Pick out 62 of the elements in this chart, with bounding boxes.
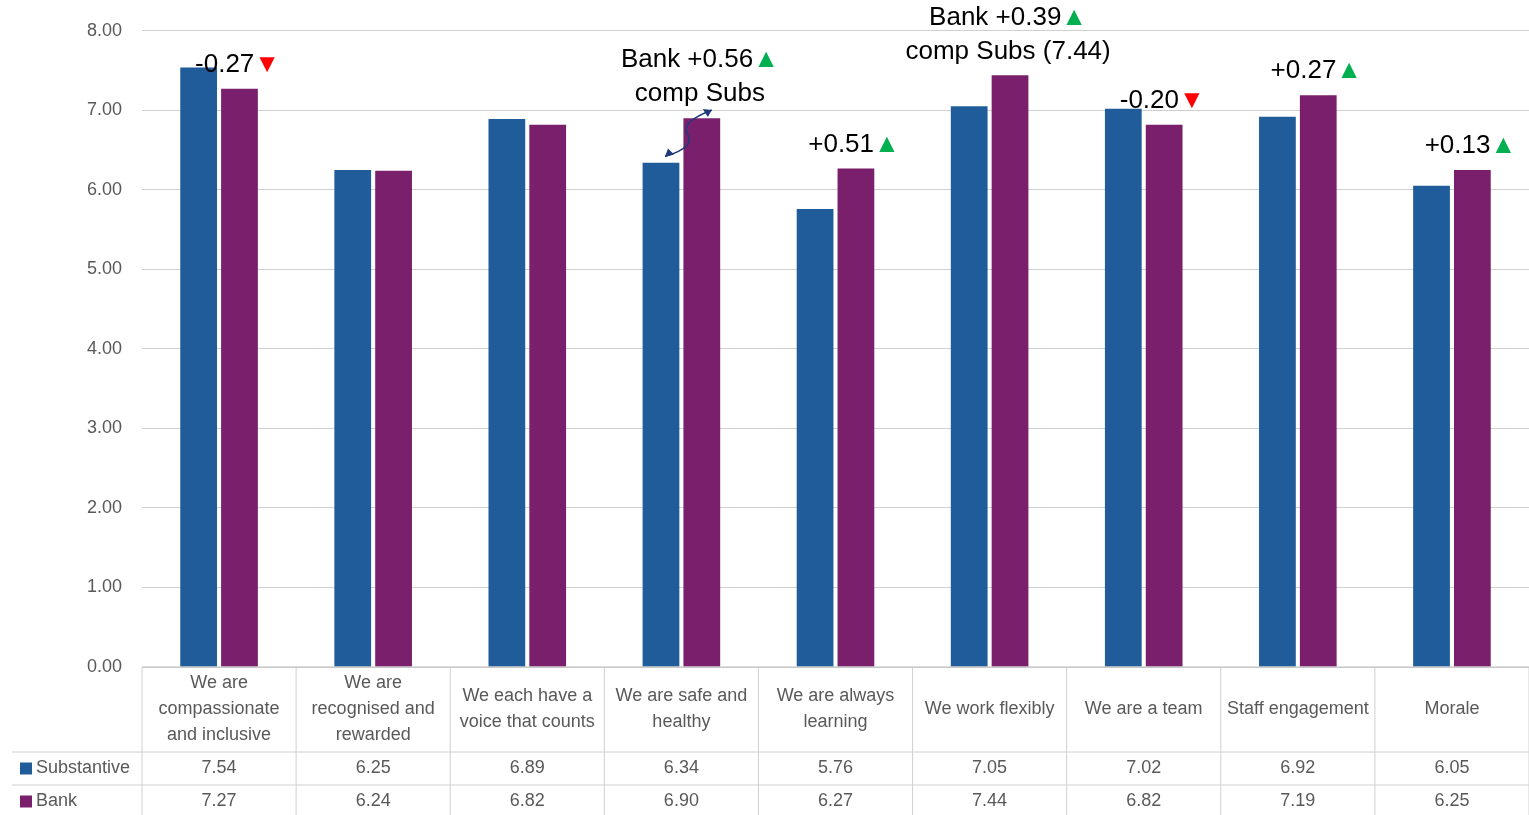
bar [1145,124,1183,667]
data-label: 7.54 [201,757,237,778]
data-label: 6.92 [1280,757,1316,778]
data-label: 7.02 [1126,757,1162,778]
data-label: 6.82 [1126,790,1162,811]
x-tick-label: We are a team [1084,698,1203,719]
data-label: 7.44 [972,790,1008,811]
y-tick-label: 1.00 [86,576,122,597]
bar [1104,108,1142,667]
x-tick-label: We are safe and healthy [615,685,748,732]
data-label: 5.76 [817,757,854,778]
x-tick-label: We each have a voice that counts [459,685,595,732]
data-label: 6.25 [1434,790,1470,811]
x-tick-label: We work flexibly [924,698,1055,719]
annotation: Bank +0.56▲ comp Subs [620,43,779,108]
bar [488,119,526,667]
bar [683,118,721,667]
y-tick-label: 4.00 [86,337,122,358]
data-label: 6.25 [355,757,391,778]
bar [529,124,567,667]
data-label: 6.82 [509,790,545,811]
x-tick-label: We are compassionate and inclusive [158,672,280,745]
bar [642,162,680,667]
annotation: -0.20▼ [1119,83,1205,114]
bar [221,88,258,667]
data-label: 6.05 [1434,757,1470,778]
annotation: -0.27▼ [195,48,281,79]
data-label: 6.90 [663,790,699,811]
bar [837,168,875,667]
annotation: Bank +0.39▲ comp Subs (7.44) [905,0,1111,65]
bar [950,106,988,667]
legend-label: Bank [36,790,79,811]
bar [1453,169,1491,667]
bar [375,170,412,667]
x-tick-label: We are recognised and rewarded [311,672,435,745]
y-tick-label: 3.00 [86,417,122,438]
annotation: +0.13▲ [1424,129,1517,160]
legend-label: Substantive [36,757,131,778]
y-tick-label: 7.00 [86,99,122,120]
bar [1259,116,1296,667]
x-tick-label: Staff engagement [1226,698,1369,719]
annotation: +0.27▲ [1270,54,1363,85]
annotation: +0.51▲ [808,127,900,158]
data-label: 7.27 [201,790,237,811]
data-label: 6.24 [355,790,391,811]
data-label: 6.27 [817,790,854,811]
y-tick-label: 0.00 [86,655,122,676]
x-tick-label: We are always learning [776,685,895,732]
bar [334,169,372,667]
y-tick-label: 6.00 [86,178,122,199]
bar [796,208,834,667]
bar [1299,95,1337,667]
data-label: 7.19 [1280,790,1316,811]
data-label: 6.34 [663,757,699,778]
data-label: 6.89 [509,757,545,778]
y-tick-label: 2.00 [86,496,122,517]
bar [991,75,1029,667]
bar [1413,185,1450,667]
data-label: 7.05 [972,757,1008,778]
y-tick-label: 8.00 [86,19,122,40]
y-tick-label: 5.00 [86,258,122,279]
x-tick-label: Morale [1424,698,1480,719]
